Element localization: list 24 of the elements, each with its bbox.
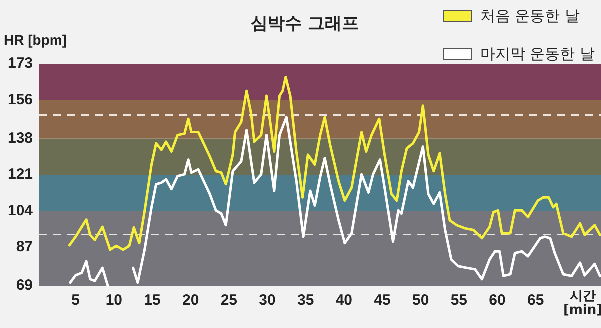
x-tick-label: 60 bbox=[489, 292, 506, 310]
y-tick-label: 138 bbox=[8, 130, 34, 147]
y-tick-label: 156 bbox=[8, 91, 34, 108]
y-axis-title: HR [bpm] bbox=[4, 32, 67, 48]
x-tick-label: 40 bbox=[336, 292, 353, 310]
legend-label: 처음 운동한 날 bbox=[480, 6, 580, 26]
x-tick-label: 15 bbox=[144, 292, 161, 310]
legend-label: 마지막 운동한 날 bbox=[480, 44, 595, 64]
x-tick-label: 5 bbox=[72, 292, 80, 310]
x-tick-label: 50 bbox=[412, 292, 430, 310]
x-tick-label: 35 bbox=[297, 292, 314, 310]
x-tick-label: 20 bbox=[182, 292, 200, 310]
y-tick-label: 121 bbox=[8, 166, 34, 184]
y-tick-label: 173 bbox=[8, 55, 34, 72]
chart-title: 심박수 그래프 bbox=[251, 14, 359, 34]
x-tick-label: 10 bbox=[106, 292, 123, 310]
x-tick-label: 45 bbox=[374, 292, 391, 310]
x-tick-label: 30 bbox=[259, 292, 276, 310]
y-tick-label: 87 bbox=[16, 238, 34, 256]
y-tick-label: 69 bbox=[16, 277, 34, 294]
y-tick-label: 104 bbox=[8, 202, 34, 220]
x-tick-label: 55 bbox=[450, 292, 468, 310]
x-tick-label: 65 bbox=[527, 292, 544, 310]
x-tick-label: 25 bbox=[220, 292, 238, 310]
